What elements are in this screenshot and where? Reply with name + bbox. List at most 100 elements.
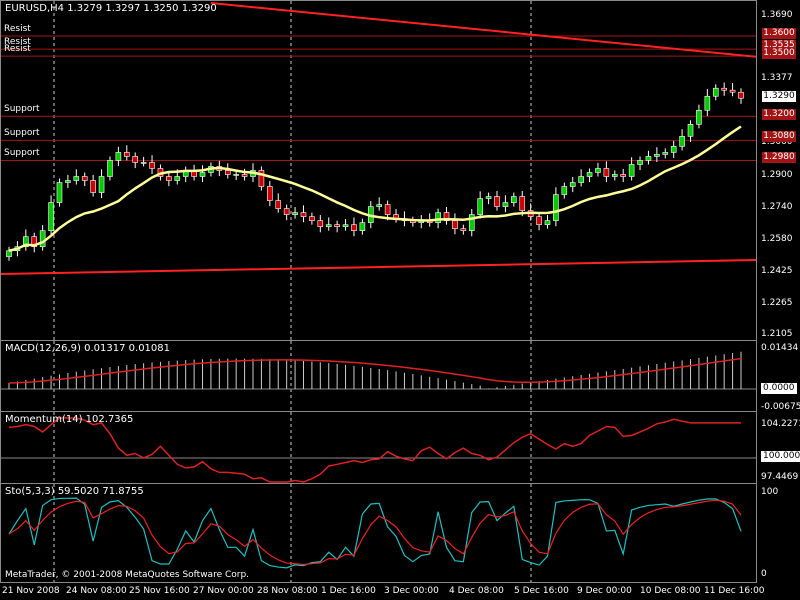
time-label: 9 Dec 00:00 <box>577 586 632 596</box>
candle-body <box>309 216 315 221</box>
stochastic-d-line <box>8 499 742 566</box>
level-tag: 1.3535 <box>762 40 796 51</box>
candle-body <box>48 202 54 231</box>
momentum-tick: 97.4469 <box>761 472 799 482</box>
candle-body <box>729 89 736 93</box>
candle-body <box>452 220 458 229</box>
candle-body <box>494 196 500 207</box>
price-chart-svg <box>1 1 756 340</box>
level-tag: 1.3600 <box>762 28 796 39</box>
candle-body <box>359 222 366 231</box>
candle-body <box>384 204 391 215</box>
stochastic-svg <box>8 484 742 582</box>
momentum-pane[interactable]: Momentum(14) 102.7365 <box>0 411 757 484</box>
time-label: 11 Dec 16:00 <box>704 586 765 596</box>
candle-body <box>241 174 248 177</box>
time-label: 5 Dec 16:00 <box>514 586 569 596</box>
momentum-line <box>8 417 741 483</box>
candle-body <box>670 146 677 153</box>
current-price-tag: 1.3290 <box>762 91 796 102</box>
momentum-title: Momentum(14) 102.7365 <box>5 414 134 425</box>
time-label: 4 Dec 08:00 <box>449 586 504 596</box>
candle-body <box>544 220 551 225</box>
time-label: 3 Dec 00:00 <box>384 586 439 596</box>
macd-pane[interactable]: MACD(12,26,9) 0.01317 0.01081 <box>0 340 757 412</box>
candle-body <box>519 196 526 211</box>
candle-body <box>140 162 147 164</box>
candle-body <box>342 224 349 227</box>
candle-body <box>132 156 139 163</box>
macd-axis: 0.01434 0.0000 -0.00675 <box>757 340 800 412</box>
macd-svg <box>1 341 756 411</box>
candle-body <box>283 208 290 215</box>
candle-body <box>199 172 206 177</box>
candle-body <box>468 214 475 231</box>
level-tag: 1.3500 <box>762 48 796 59</box>
candle-body <box>435 212 441 223</box>
candle-body <box>578 176 584 183</box>
moving-average-line <box>8 125 742 252</box>
candle-body <box>511 196 517 203</box>
candle-body <box>275 200 282 209</box>
candle-body <box>620 174 627 177</box>
candle-body <box>334 224 340 227</box>
macd-signal-line <box>8 357 742 384</box>
time-axis: 21 Nov 2008 24 Nov 08:00 25 Nov 16:00 27… <box>0 583 800 600</box>
candle-body <box>65 180 71 183</box>
stochastic-tick: 0 <box>761 569 767 579</box>
price-chart-pane[interactable]: EURUSD,H4 1.3279 1.3297 1.3250 1.3290 <box>0 0 757 341</box>
macd-tick: 0.0000 <box>761 383 797 394</box>
candle-body <box>536 216 542 225</box>
candle-body <box>267 186 273 201</box>
time-label: 27 Nov 00:00 <box>193 586 254 596</box>
candle-body <box>477 198 483 215</box>
candle-body <box>317 220 324 227</box>
candle-body <box>174 176 181 181</box>
time-label: 25 Nov 16:00 <box>129 586 190 596</box>
time-label: 10 Dec 08:00 <box>640 586 701 596</box>
candle-body <box>376 204 383 207</box>
price-tick: 1.3377 <box>761 73 793 83</box>
candle-body <box>637 160 643 165</box>
candle-body <box>611 174 618 177</box>
level-label: Resist <box>4 37 31 48</box>
candle-body <box>73 176 80 181</box>
stochastic-pane[interactable]: Sto(5,3,3) 59.5020 71.8755 MetaTrader, ©… <box>0 483 757 583</box>
candle-body <box>687 124 694 137</box>
candle-body <box>603 168 610 177</box>
copyright-notice: MetaTrader, © 2001-2008 MetaQuotes Softw… <box>5 570 250 580</box>
price-chart-title: EURUSD,H4 1.3279 1.3297 1.3250 1.3290 <box>5 3 217 14</box>
candle-body <box>233 174 239 176</box>
price-tick: 1.3060 <box>761 137 793 147</box>
stochastic-axis: 100 0 <box>757 483 800 583</box>
time-label: 21 Nov 2008 <box>2 586 60 596</box>
candle-body <box>351 224 357 231</box>
level-label: Resist <box>4 44 31 55</box>
macd-tick: -0.00675 <box>761 402 800 412</box>
candle-body <box>485 196 492 199</box>
candle-body <box>704 95 711 111</box>
candle-body <box>23 236 29 248</box>
momentum-svg <box>1 412 756 483</box>
candle-body <box>123 152 130 157</box>
candle-body <box>149 162 155 169</box>
price-axis: 1.3690 1.3377 1.3060 1.2900 1.2740 1.258… <box>757 0 800 341</box>
price-tick: 1.2265 <box>761 298 793 308</box>
level-label: Resist <box>4 24 31 35</box>
candle-body <box>645 156 652 161</box>
level-tag: 1.2980 <box>762 152 796 163</box>
resistance-trendline <box>210 2 756 58</box>
momentum-tick: 104.2271 <box>761 419 800 429</box>
candle-body <box>325 224 332 227</box>
price-tick: 1.3690 <box>761 10 793 20</box>
candle-body <box>98 176 105 193</box>
momentum-tick: 100.0000 <box>761 451 800 462</box>
candle-body <box>300 212 307 217</box>
price-tick: 1.2105 <box>761 329 793 339</box>
price-tick: 1.2740 <box>761 202 793 212</box>
level-label: Support <box>4 128 40 139</box>
candle-body <box>292 212 298 215</box>
time-label: 1 Dec 16:00 <box>321 586 376 596</box>
candle-body <box>31 236 38 248</box>
candle-body <box>90 180 96 193</box>
